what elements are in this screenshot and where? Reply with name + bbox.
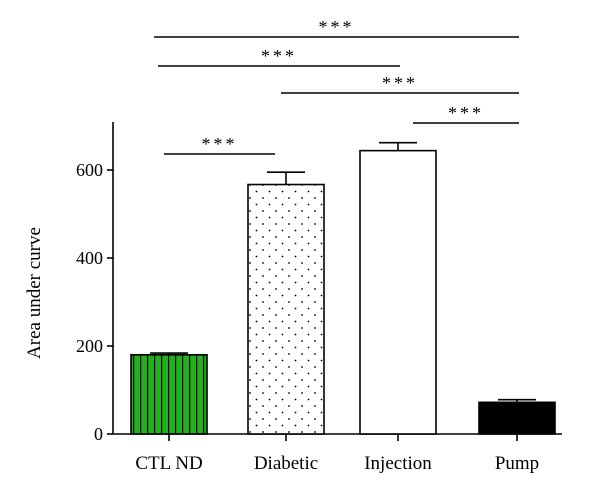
y-tick-label: 200 bbox=[76, 336, 103, 356]
significance-brackets: *** *** *** *** *** bbox=[154, 17, 519, 155]
significance-label: *** bbox=[319, 17, 355, 37]
x-tick-label: Pump bbox=[495, 453, 539, 474]
y-axis-label: Area under curve bbox=[24, 227, 45, 359]
bars-group bbox=[130, 149, 556, 435]
bar-injection bbox=[359, 149, 437, 435]
y-tick-label: 600 bbox=[76, 160, 103, 180]
significance-label: *** bbox=[202, 134, 238, 154]
x-tick-label: Diabetic bbox=[254, 453, 318, 474]
x-tick-label: CTL ND bbox=[135, 453, 202, 474]
x-tick-label: Injection bbox=[364, 453, 432, 474]
y-axis-ticks: 0 200 400 600 bbox=[76, 160, 113, 444]
y-tick-label: 0 bbox=[94, 424, 103, 444]
significance-label: *** bbox=[261, 46, 297, 66]
x-axis-labels: CTL ND Diabetic Injection Pump bbox=[135, 434, 539, 474]
error-bars-group bbox=[150, 141, 536, 403]
bar-pump bbox=[478, 401, 556, 435]
bar-diabetic bbox=[247, 183, 325, 435]
significance-label: *** bbox=[382, 73, 418, 93]
significance-label: *** bbox=[448, 103, 484, 123]
y-tick-label: 400 bbox=[76, 248, 103, 268]
bar-ctl-nd bbox=[130, 353, 208, 435]
